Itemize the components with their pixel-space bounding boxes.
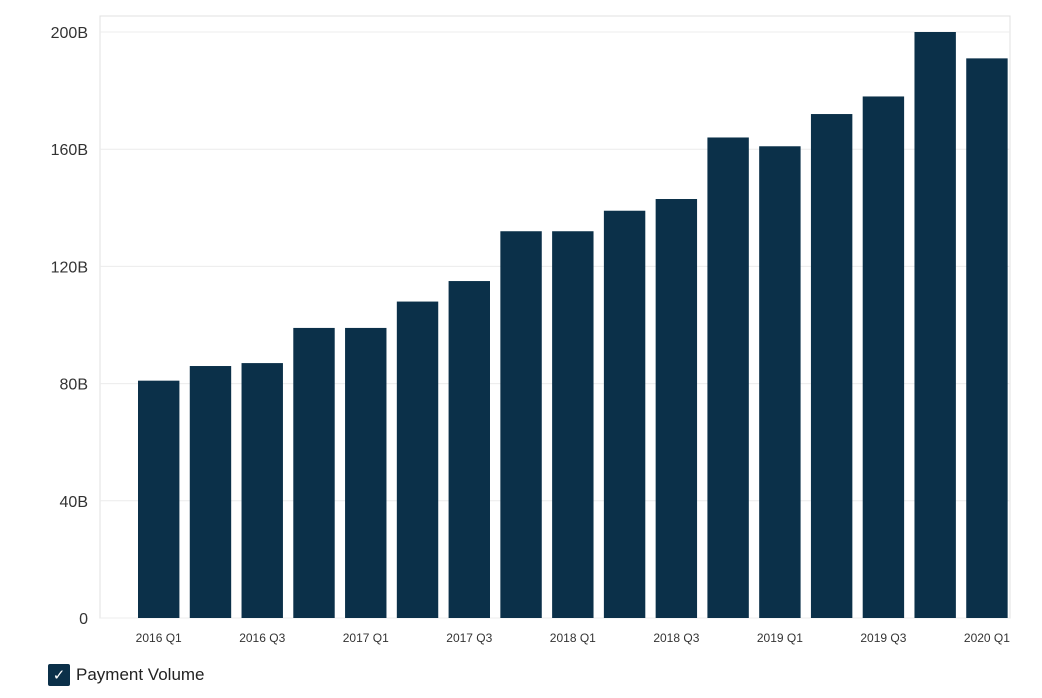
x-tick-label: 2018 Q1 [550,631,596,645]
bar [345,327,387,618]
x-tick-label: 2019 Q1 [757,631,803,645]
bar [655,199,698,618]
legend-item-payment-volume[interactable]: ✓ Payment Volume [48,662,205,688]
x-tick-label: 2019 Q3 [860,631,906,645]
x-tick-label: 2017 Q1 [343,631,389,645]
bar-chart: 0 40B 80B 120B 160B 200B 2016 Q1 2016 Q3 2017 Q1… [51,15,1011,645]
y-tick-label: 120B [51,259,88,276]
x-tick-label: 2017 Q3 [446,631,492,645]
bar [189,366,232,618]
bar [500,231,542,619]
x-tick-label: 2016 Q3 [239,631,285,645]
legend-checkbox-check-icon[interactable]: ✓ [48,664,70,686]
y-tick-label: 40B [60,494,88,511]
bar [862,96,905,618]
bar [810,114,853,618]
bar [293,327,335,618]
bar [707,137,749,619]
chart-area: 0 40B 80B 120B 160B 200B 2016 Q1 2016 Q3 2017 Q1… [51,15,1011,645]
bar [241,363,283,618]
bar [138,380,180,618]
bar [552,231,594,619]
x-tick-label: 2016 Q1 [136,631,182,645]
bar [448,281,490,618]
bar [966,58,1008,619]
y-tick-label: 80B [60,377,88,394]
y-tick-label: 0 [79,611,88,628]
x-tick-label: 2018 Q3 [653,631,699,645]
x-tick-label: 2020 Q1 [964,631,1010,645]
legend-label: Payment Volume [76,665,205,684]
bar [914,32,956,618]
bar [603,210,646,619]
bar [396,301,439,618]
bar [759,146,801,618]
y-tick-label: 200B [51,25,88,42]
y-tick-label: 160B [51,142,88,159]
